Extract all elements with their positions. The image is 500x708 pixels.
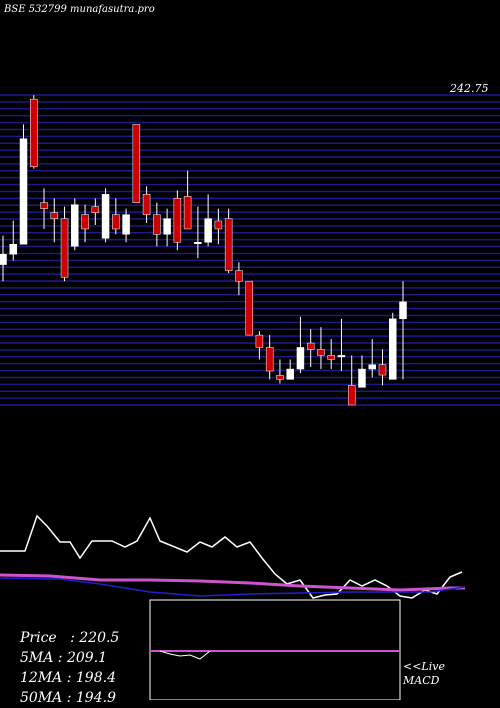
stat-price-value: 220.5: [79, 630, 120, 646]
candle-body-up: [296, 347, 305, 370]
candle-body-up: [19, 138, 28, 245]
live-label-box: <<Live MACD: [403, 660, 445, 688]
candle-body-down: [214, 220, 223, 230]
candle-body-down: [317, 349, 325, 356]
candle-body-down: [245, 280, 253, 336]
stat-12ma: 12MA : 198.4: [20, 670, 116, 686]
candle-body-down: [265, 347, 274, 372]
candle-body-up: [368, 364, 376, 370]
indicator-panel: [0, 514, 466, 700]
candle-body-down: [91, 206, 100, 213]
candle-body-down: [347, 385, 356, 406]
chart-header: BSE 532799 munafasutra.pro: [4, 4, 155, 15]
candle-body-down: [276, 375, 284, 380]
candle-body-up: [0, 253, 7, 265]
ma-line-white: [0, 514, 463, 599]
stats-panel: Price : 220.5 5MA : 209.1 12MA : 198.4 5…: [20, 628, 119, 708]
candle-body-down: [378, 364, 387, 376]
candle-body-down: [112, 214, 120, 230]
candle-body-down: [40, 202, 48, 209]
stat-12ma-value: 198.4: [75, 670, 116, 686]
price-axis-labels: 242.75: [449, 82, 489, 95]
candle-body-down: [30, 98, 38, 167]
candle-body-up: [358, 368, 366, 388]
stat-price-label: Price: [20, 630, 57, 646]
candle-body-up: [286, 368, 294, 380]
price-grid: [0, 94, 500, 406]
candle-body-down: [235, 270, 243, 282]
stat-50ma: 50MA : 194.9: [20, 690, 116, 706]
candle-body-down: [183, 196, 192, 230]
candle-body-down: [142, 194, 151, 215]
ma50-line: [0, 573, 465, 592]
stat-50ma-label: 50MA: [20, 690, 63, 706]
stat-12ma-label: 12MA: [20, 670, 63, 686]
candle-body-up: [163, 218, 171, 235]
candle-body-down: [81, 214, 89, 230]
candle-body-up: [399, 301, 407, 320]
candle-body-down: [255, 334, 264, 348]
candle-body-down: [60, 218, 69, 278]
macd-signal: [159, 650, 211, 660]
candle-body-down: [224, 218, 233, 271]
candlesticks: [0, 95, 407, 406]
stat-5ma: 5MA : 209.1: [20, 650, 108, 666]
candle-body-down: [132, 124, 141, 203]
candle-body-down: [327, 355, 335, 360]
candle-body-down: [306, 342, 315, 350]
macd-label: MACD: [403, 674, 440, 687]
candle-body-up: [9, 244, 18, 255]
candle-body-up: [194, 242, 202, 245]
candle-body-up: [204, 218, 212, 243]
candle-body-down: [173, 198, 182, 243]
stat-5ma-value: 209.1: [66, 650, 108, 666]
candle-body-down: [153, 214, 161, 235]
candle-body-up: [71, 204, 79, 247]
candle-body-up: [337, 355, 346, 358]
candle-body-down: [50, 212, 59, 219]
price-axis-top-label: 242.75: [449, 82, 489, 95]
stat-50ma-value: 194.9: [75, 690, 116, 706]
live-link[interactable]: <<Live: [403, 660, 445, 673]
candle-body-up: [122, 214, 130, 235]
stat-5ma-label: 5MA: [20, 650, 54, 666]
candle-body-up: [388, 318, 397, 380]
ma-line-blue: [0, 577, 466, 597]
candle-body-up: [101, 194, 110, 239]
stat-price: Price : 220.5: [20, 630, 120, 646]
